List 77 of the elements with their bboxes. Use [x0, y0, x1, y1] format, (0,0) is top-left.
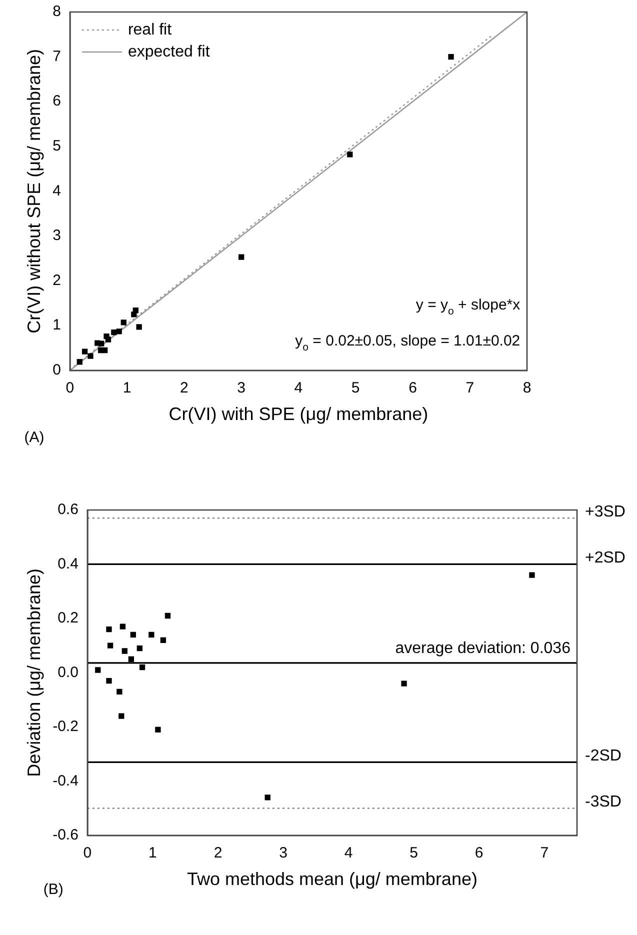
y-tick-label: 0.0: [58, 664, 78, 681]
point: [132, 308, 138, 314]
ref-line-label: +3SD: [585, 504, 626, 521]
y-tick-label: 8: [52, 3, 61, 20]
point: [98, 340, 104, 346]
x-tick-label: 8: [522, 380, 532, 397]
point: [106, 678, 112, 684]
ref-line-label: -2SD: [585, 748, 622, 765]
point: [122, 648, 128, 654]
text: (B): [43, 880, 64, 898]
x-tick-label: 1: [148, 844, 157, 862]
y-tick-label: 0: [52, 362, 61, 379]
point: [529, 572, 535, 578]
y-axis-title: Deviation (μg/ membrane): [24, 568, 44, 777]
x-axis-title: Two methods mean (μg/ membrane): [186, 869, 478, 890]
x-tick-label: 5: [410, 844, 418, 862]
y-axis-title: Cr(VI) without SPE (μg/ membrane): [24, 48, 44, 334]
point: [136, 324, 142, 330]
point: [116, 688, 122, 695]
point: [116, 328, 122, 334]
x-tick-label: 5: [351, 380, 360, 397]
x-axis-title: Cr(VI) with SPE (μg/ membrane): [168, 404, 428, 424]
x-tick-label: 6: [408, 380, 417, 397]
y-tick-label: 7: [52, 48, 61, 65]
point: [102, 347, 108, 354]
point: [148, 632, 154, 638]
x-tick-label: 6: [474, 844, 484, 862]
point: [128, 656, 134, 662]
y-tick-label: 4: [52, 182, 61, 200]
point: [448, 54, 454, 60]
x-tick-label: 2: [180, 380, 188, 397]
point: [95, 667, 101, 673]
y-tick-label: -0.2: [52, 718, 78, 736]
y-tick-label: -0.4: [52, 772, 78, 790]
y-tick-label: 6: [52, 92, 61, 110]
point: [88, 353, 94, 359]
x-tick-label: 7: [540, 844, 549, 862]
point: [139, 664, 146, 670]
ref-line-label: +2SD: [585, 550, 626, 567]
point: [160, 637, 166, 643]
point: [264, 794, 270, 800]
x-tick-label: 0: [83, 844, 92, 862]
point: [238, 254, 244, 260]
x-tick-label: 3: [279, 844, 288, 862]
y-tick-label: 0.2: [58, 610, 78, 627]
point: [106, 626, 112, 632]
point: [118, 713, 124, 719]
point: [105, 336, 112, 342]
y-tick-label: 5: [52, 138, 61, 155]
x-tick-label: 3: [237, 380, 246, 397]
x-tick-label: 7: [466, 380, 474, 397]
text: (A): [24, 429, 44, 446]
point: [347, 152, 353, 158]
y-tick-label: -0.6: [52, 826, 78, 844]
point: [401, 680, 407, 686]
point: [164, 612, 171, 619]
legend-label: real fit: [128, 21, 172, 38]
point: [82, 348, 88, 354]
point: [120, 624, 126, 630]
point: [107, 642, 114, 648]
x-tick-label: 1: [122, 380, 132, 397]
point: [130, 632, 136, 638]
annotation: average deviation: 0.036: [395, 640, 571, 657]
ref-line-label: -3SD: [585, 794, 622, 811]
y-tick-label: 2: [52, 272, 61, 289]
point: [155, 726, 161, 732]
point: [120, 320, 126, 326]
point: [136, 645, 142, 652]
x-tick-label: 4: [294, 380, 303, 397]
y-tick-label: 1: [52, 316, 61, 334]
y-tick-label: 3: [52, 227, 61, 244]
x-tick-label: 2: [214, 844, 222, 862]
y-tick-label: 0.4: [58, 555, 78, 572]
x-tick-label: 4: [344, 844, 353, 862]
point: [76, 359, 82, 365]
y-tick-label: 0.6: [58, 501, 78, 518]
legend-label: expected fit: [128, 43, 210, 60]
